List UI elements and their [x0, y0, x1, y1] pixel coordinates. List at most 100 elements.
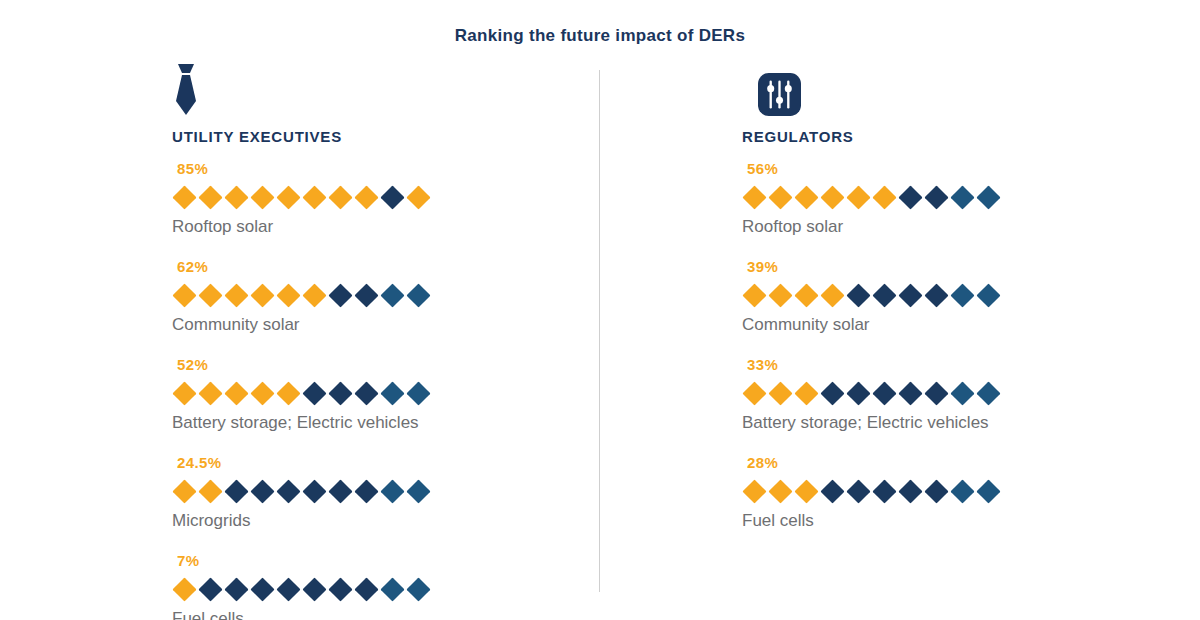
- diamond-icon: [354, 381, 378, 405]
- diamond-icon: [950, 283, 974, 307]
- diamond-icon: [172, 577, 196, 601]
- diamond-icon: [976, 185, 1000, 209]
- diamond-icon: [224, 381, 248, 405]
- diamond-icon: [872, 185, 896, 209]
- diamond-icon: [302, 381, 326, 405]
- diamond-icon: [924, 381, 948, 405]
- diamond-icon: [380, 577, 404, 601]
- metric-label: Fuel cells: [742, 509, 1072, 532]
- metric-row: 39% Community solar: [742, 256, 1072, 336]
- metric-row: 85%Rooftop solar: [172, 158, 502, 238]
- diamond-row: [742, 378, 1072, 408]
- diamond-icon: [198, 283, 222, 307]
- diamond-icon: [354, 577, 378, 601]
- metric-label: Rooftop solar: [172, 215, 502, 238]
- diamond-icon: [198, 381, 222, 405]
- diamond-icon: [276, 479, 300, 503]
- diamond-icon: [172, 185, 196, 209]
- diamond-icon: [950, 381, 974, 405]
- chart-title: Ranking the future impact of DERs: [0, 26, 1200, 46]
- diamond-icon: [302, 479, 326, 503]
- diamond-icon: [354, 185, 378, 209]
- column-divider: [599, 70, 600, 592]
- diamond-icon: [742, 185, 766, 209]
- rows-container: 85%Rooftop solar 62% Community solar 52% Bat…: [172, 158, 502, 620]
- diamond-row: [742, 280, 1072, 310]
- diamond-icon: [924, 283, 948, 307]
- diamond-icon: [276, 577, 300, 601]
- diamond-icon: [328, 283, 352, 307]
- value-label: 7%: [172, 550, 502, 571]
- diamond-icon: [224, 577, 248, 601]
- column-header: REGULATORS: [742, 128, 1072, 145]
- diamond-icon: [872, 283, 896, 307]
- diamond-icon: [950, 185, 974, 209]
- diamond-icon: [224, 479, 248, 503]
- metric-label: Battery storage; Electric vehicles: [742, 411, 1072, 434]
- value-label: 33%: [742, 354, 1072, 375]
- diamond-icon: [742, 479, 766, 503]
- diamond-icon: [898, 381, 922, 405]
- diamond-icon: [768, 185, 792, 209]
- diamond-icon: [794, 479, 818, 503]
- value-label: 62%: [172, 256, 502, 277]
- diamond-icon: [898, 283, 922, 307]
- diamond-icon: [924, 185, 948, 209]
- metric-row: 33% Battery storage; Electric vehicles: [742, 354, 1072, 434]
- diamond-icon: [172, 381, 196, 405]
- diamond-icon: [198, 479, 222, 503]
- diamond-icon: [250, 381, 274, 405]
- diamond-icon: [898, 479, 922, 503]
- value-label: 52%: [172, 354, 502, 375]
- diamond-icon: [380, 381, 404, 405]
- diamond-icon: [794, 283, 818, 307]
- diamond-icon: [198, 185, 222, 209]
- metric-label: Fuel cells: [172, 607, 502, 620]
- diamond-row: [172, 476, 502, 506]
- diamond-icon: [380, 283, 404, 307]
- column-regulators: REGULATORS 56% Rooftop solar 39% Community …: [742, 62, 1072, 550]
- metric-row: 7% Fuel cells: [172, 550, 502, 620]
- diamond-row: [172, 280, 502, 310]
- diamond-icon: [380, 185, 404, 209]
- diamond-icon: [406, 577, 430, 601]
- diamond-icon: [224, 283, 248, 307]
- diamond-icon: [276, 381, 300, 405]
- diamond-row: [172, 574, 502, 604]
- metric-label: Rooftop solar: [742, 215, 1072, 238]
- diamond-icon: [276, 185, 300, 209]
- diamond-icon: [328, 185, 352, 209]
- diamond-icon: [794, 185, 818, 209]
- diamond-icon: [872, 479, 896, 503]
- diamond-icon: [328, 479, 352, 503]
- metric-label: Community solar: [172, 313, 502, 336]
- diamond-icon: [328, 381, 352, 405]
- diamond-icon: [976, 283, 1000, 307]
- value-label: 39%: [742, 256, 1072, 277]
- value-label: 28%: [742, 452, 1072, 473]
- metric-label: Community solar: [742, 313, 1072, 336]
- diamond-icon: [820, 185, 844, 209]
- diamond-icon: [898, 185, 922, 209]
- diamond-icon: [846, 479, 870, 503]
- diamond-icon: [742, 381, 766, 405]
- diamond-icon: [354, 283, 378, 307]
- metric-label: Battery storage; Electric vehicles: [172, 411, 502, 434]
- diamond-icon: [250, 577, 274, 601]
- infographic-canvas: Ranking the future impact of DERs UTILIT…: [0, 0, 1200, 620]
- diamond-icon: [224, 185, 248, 209]
- column-header: UTILITY EXECUTIVES: [172, 128, 502, 145]
- diamond-row: [742, 476, 1072, 506]
- diamond-icon: [172, 283, 196, 307]
- diamond-icon: [406, 479, 430, 503]
- diamond-icon: [872, 381, 896, 405]
- diamond-icon: [406, 381, 430, 405]
- metric-row: 56% Rooftop solar: [742, 158, 1072, 238]
- diamond-icon: [302, 577, 326, 601]
- value-label: 56%: [742, 158, 1072, 179]
- sliders-icon: [742, 62, 1072, 116]
- diamond-icon: [250, 283, 274, 307]
- necktie-icon: [172, 62, 502, 116]
- diamond-icon: [380, 479, 404, 503]
- metric-row: 62% Community solar: [172, 256, 502, 336]
